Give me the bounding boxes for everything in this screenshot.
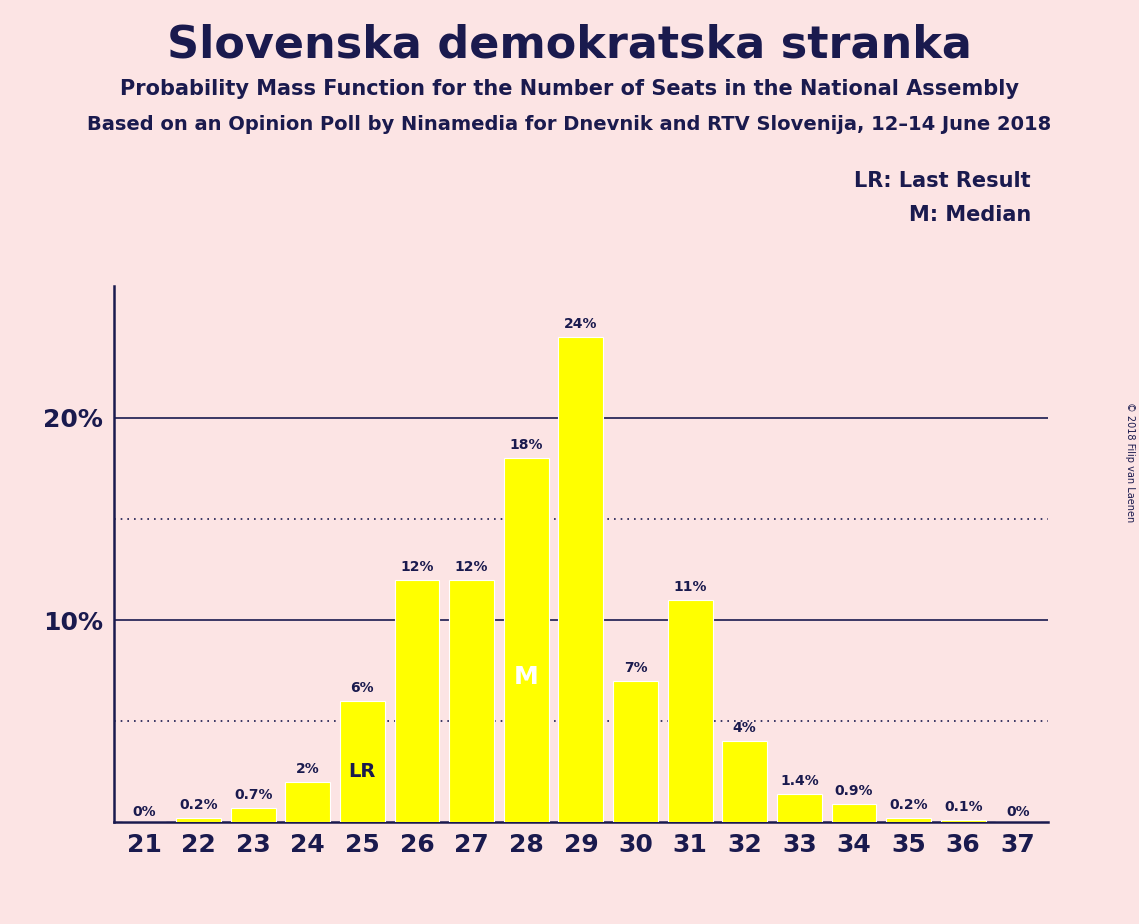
Bar [613,681,658,822]
Bar [831,804,876,822]
Text: 11%: 11% [673,580,707,594]
Text: Slovenska demokratska stranka: Slovenska demokratska stranka [167,23,972,67]
Bar [667,600,713,822]
Text: 4%: 4% [732,722,756,736]
Bar [886,819,931,822]
Bar [777,794,821,822]
Text: 0.1%: 0.1% [944,800,983,814]
Bar [941,821,985,822]
Bar [177,819,221,822]
Text: 24%: 24% [564,317,598,331]
Bar [341,701,385,822]
Text: 0.9%: 0.9% [835,784,874,798]
Text: 1.4%: 1.4% [780,774,819,788]
Text: 0.7%: 0.7% [233,788,272,802]
Bar [449,579,494,822]
Text: Based on an Opinion Poll by Ninamedia for Dnevnik and RTV Slovenija, 12–14 June : Based on an Opinion Poll by Ninamedia fo… [88,116,1051,135]
Text: 18%: 18% [509,438,543,452]
Bar [722,741,768,822]
Text: © 2018 Filip van Laenen: © 2018 Filip van Laenen [1125,402,1134,522]
Text: 0%: 0% [132,806,156,820]
Text: 0.2%: 0.2% [890,798,928,812]
Bar [558,337,604,822]
Text: LR: LR [349,762,376,781]
Text: LR: Last Result: LR: Last Result [854,171,1031,191]
Text: 12%: 12% [400,560,434,574]
Text: 2%: 2% [296,762,320,776]
Bar [503,458,549,822]
Bar [286,782,330,822]
Text: M: Median: M: Median [909,205,1031,225]
Bar [231,808,276,822]
Text: 0.2%: 0.2% [179,798,218,812]
Text: 7%: 7% [624,661,647,675]
Text: M: M [514,664,539,688]
Bar [394,579,440,822]
Text: Probability Mass Function for the Number of Seats in the National Assembly: Probability Mass Function for the Number… [120,79,1019,99]
Text: 6%: 6% [351,681,375,695]
Text: 12%: 12% [454,560,489,574]
Text: 0%: 0% [1006,806,1030,820]
